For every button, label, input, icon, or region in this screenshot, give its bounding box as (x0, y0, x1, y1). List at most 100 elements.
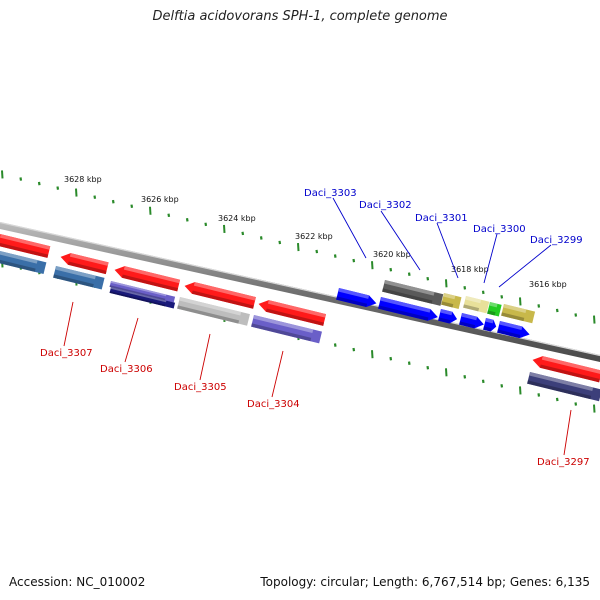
gene-shading-dark (67, 261, 107, 275)
gene-feature[interactable] (487, 302, 502, 317)
gene-label-bottom[interactable]: Daci_3305 (174, 382, 227, 393)
scale-labels: 3628 kbp 3626 kbp 3624 kbp 3622 kbp 3620 kbp… (64, 175, 567, 289)
gene-shading-dark (265, 308, 324, 326)
gene-shading-dark (441, 301, 454, 308)
scale-tick-minor (389, 356, 393, 361)
scale-tick-major (445, 368, 448, 377)
gene-feature[interactable] (531, 354, 600, 383)
label-leader-line (199, 333, 211, 381)
gene-feature[interactable] (177, 297, 250, 326)
scale-tick-minor (93, 195, 97, 199)
gene-feature[interactable] (0, 249, 47, 274)
topology-text: Topology: circular; Length: 6,767,514 bp… (260, 575, 590, 589)
label-leader-line (271, 350, 284, 398)
label-leader-line (563, 409, 572, 456)
gene-feature[interactable] (459, 313, 485, 330)
gene-feature[interactable] (336, 288, 378, 309)
gene-feature[interactable] (59, 251, 109, 275)
gene-shading-dark (459, 321, 476, 329)
scale-tick-major (297, 242, 300, 252)
gene-feature[interactable] (438, 309, 458, 325)
gene-label-top[interactable]: Daci_3299 (530, 235, 583, 246)
gene-shading-dark (501, 312, 525, 322)
scale-tick-minor (463, 286, 467, 290)
gene-feature[interactable] (53, 266, 105, 290)
map-title: Delftia acidovorans SPH-1, complete geno… (152, 9, 448, 24)
label-leader-line (498, 244, 552, 288)
gene-shading-light (489, 302, 498, 308)
gene-feature[interactable] (109, 287, 176, 309)
scale-label: 3620 kbp (373, 250, 411, 259)
gene-label-top[interactable]: Daci_3302 (359, 200, 412, 211)
scale-tick-minor (259, 236, 263, 240)
gene-shading-dark (191, 290, 254, 309)
scale-tick-major (371, 261, 374, 270)
gene-label-top[interactable]: Daci_3303 (304, 188, 357, 199)
accession-text: Accession: NC_010002 (9, 575, 146, 589)
scale-tick-major (223, 224, 226, 233)
label-leader-line (124, 317, 139, 363)
scale-tick-major (1, 170, 4, 179)
gene-shading-dark (378, 305, 429, 321)
gene-shading-light (69, 253, 109, 266)
gene-shading-light (55, 266, 96, 280)
scale-label: 3628 kbp (64, 175, 102, 184)
scale-tick-minor (463, 375, 467, 379)
gene-feature[interactable] (251, 315, 322, 344)
gene-shading-light (465, 296, 482, 304)
gene-feature[interactable] (378, 297, 439, 323)
gene-feature[interactable] (527, 372, 600, 402)
gene-label-bottom[interactable]: Daci_3307 (40, 348, 93, 359)
gene-shading-dark (109, 285, 166, 301)
gene-shading-dark (463, 304, 480, 312)
gene-feature[interactable] (183, 280, 256, 309)
gene-label-bottom[interactable]: Daci_3306 (100, 364, 153, 375)
scale-tick-major (149, 206, 152, 215)
gene-label-bottom[interactable]: Daci_3304 (247, 399, 300, 410)
label-leader-line (436, 222, 459, 279)
gene-shading-dark (539, 364, 600, 383)
scale-label: 3624 kbp (218, 214, 256, 223)
gene-feature[interactable] (463, 296, 490, 314)
label-leader-line (63, 301, 74, 347)
gene-feature[interactable] (0, 232, 51, 258)
gene-feature[interactable] (257, 298, 327, 326)
gene-shading-dark (177, 305, 240, 324)
gene-shading-light (0, 234, 51, 250)
scale-tick-minor (185, 218, 189, 222)
gene-feature[interactable] (501, 304, 536, 324)
gene-shading-dark (336, 296, 368, 308)
gene-feature[interactable] (109, 281, 176, 303)
scale-label: 3618 kbp (451, 265, 489, 274)
scale-tick-minor (555, 308, 559, 313)
gene-feature[interactable] (441, 293, 462, 309)
gene-shading-light (443, 293, 456, 300)
scale-tick-minor (555, 397, 559, 402)
gene-feature[interactable] (113, 264, 181, 292)
gene-feature[interactable] (497, 321, 531, 340)
scale-tick-minor (574, 313, 578, 317)
scale-tick-major (445, 279, 448, 288)
gene-label-bottom[interactable]: Daci_3297 (537, 457, 590, 468)
scale-tick-minor (56, 186, 60, 190)
gene-label-top[interactable]: Daci_3301 (415, 213, 468, 224)
gene-feature[interactable] (382, 280, 444, 306)
gene-shading-light (380, 297, 431, 313)
gene-shading-light (123, 266, 181, 284)
scale-tick-minor (537, 304, 541, 308)
scale-tick-major (75, 188, 78, 197)
backbone-band (0, 222, 600, 362)
scale-tick-minor (352, 347, 356, 352)
gene-label-top[interactable]: Daci_3300 (473, 224, 526, 235)
gene-shading-dark (438, 317, 451, 324)
label-leader-line (483, 233, 498, 284)
gene-shading-dark (527, 380, 592, 400)
scale-tick-minor (500, 384, 504, 388)
label-leader-line (380, 210, 421, 271)
gene-feature[interactable] (483, 318, 498, 333)
gene-shading-light (193, 282, 256, 301)
gene-shading-light (461, 313, 478, 321)
scale-tick-minor (407, 361, 411, 365)
genes (0, 232, 600, 402)
